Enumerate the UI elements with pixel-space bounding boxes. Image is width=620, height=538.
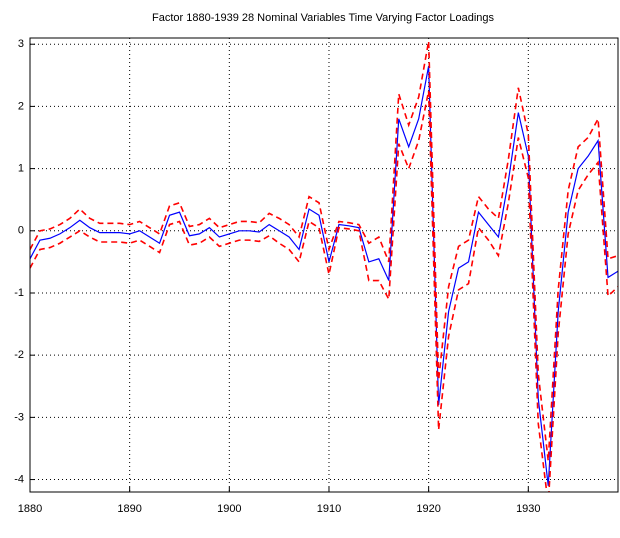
x-tick-label: 1930 <box>516 503 540 515</box>
y-tick-label: -1 <box>14 287 24 299</box>
y-tick-label: -2 <box>14 349 24 361</box>
x-tick-label: 1900 <box>217 503 241 515</box>
chart-title: Factor 1880-1939 28 Nominal Variables Ti… <box>152 12 494 24</box>
y-tick-label: 0 <box>18 225 24 237</box>
x-tick-label: 1920 <box>416 503 440 515</box>
line-series <box>30 40 618 461</box>
plot-frame <box>29 37 619 493</box>
y-tick-label: 1 <box>18 163 24 175</box>
x-tick-label: 1890 <box>117 503 141 515</box>
line-series <box>30 90 618 492</box>
x-tick-label: 1880 <box>18 503 42 515</box>
y-tick-label: 2 <box>18 100 24 112</box>
y-tick-label: 3 <box>18 38 24 50</box>
line-series <box>30 65 618 486</box>
y-tick-label: -4 <box>14 473 24 485</box>
y-tick-label: -3 <box>14 411 24 423</box>
x-tick-label: 1910 <box>317 503 341 515</box>
